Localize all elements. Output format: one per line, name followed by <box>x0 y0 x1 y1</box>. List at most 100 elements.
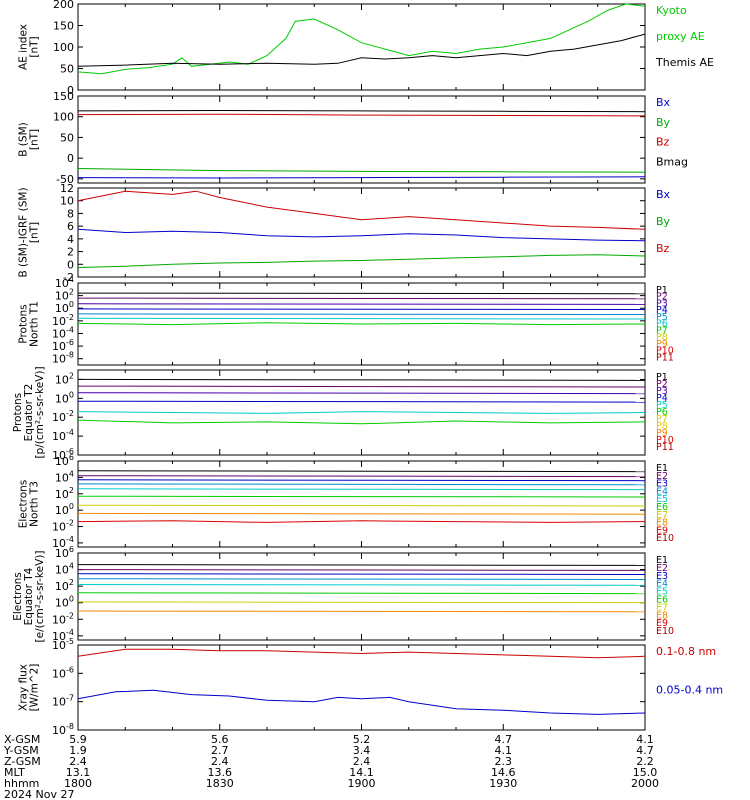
legend-label: E6 <box>656 595 668 606</box>
y-tick-label: 0 <box>67 258 74 271</box>
orbit-value: 4.7 <box>636 744 654 757</box>
orbit-footer: X-GSMY-GSMZ-GSMMLThhmm5.91.92.413.118005… <box>3 733 659 800</box>
series-line-p6 <box>77 317 646 320</box>
y-tick-label: 2 <box>67 246 74 259</box>
legend-label: P4 <box>656 305 668 316</box>
y-tick-label: 10-4 <box>52 535 74 550</box>
y-tick-label: 100 <box>55 300 74 315</box>
legend-label: E1 <box>656 463 668 474</box>
series-line-p6 <box>77 419 646 425</box>
series-line-p5 <box>77 313 646 315</box>
y-tick-label: 104 <box>55 562 74 577</box>
series-line-p5 <box>77 411 646 414</box>
y-tick-label: 106 <box>55 545 74 560</box>
y-tick-label: 0 <box>67 84 74 97</box>
legend-label: P11 <box>656 442 674 453</box>
y-tick-label: 10-6 <box>52 447 74 462</box>
legend-label: E7 <box>656 602 668 613</box>
y-axis-label: ProtonsNorth T1 <box>18 301 41 347</box>
y-tick-label: -2 <box>63 271 74 284</box>
legend-label: P11 <box>656 352 674 363</box>
y-tick-label: 10-2 <box>52 611 74 626</box>
orbit-value: 2.2 <box>636 755 654 768</box>
series-line-p3 <box>77 303 646 305</box>
orbit-value: 4.1 <box>495 744 513 757</box>
legend-label: E10 <box>656 533 674 544</box>
panel-xray: 10-5 10-6 10-7 10-8 Xray flux[W/m^2] 0.1-0.8 … <box>18 637 724 737</box>
orbit-value: 2000 <box>631 777 659 790</box>
orbit-value: 1900 <box>348 777 376 790</box>
y-axis-label: ElectronsEquator T4[e/(cm²-s-sr-keV)] <box>12 551 46 643</box>
orbit-row-label: MLT <box>4 766 25 779</box>
series-line-e8 <box>77 512 646 515</box>
orbit-row-label: Y-GSM <box>3 744 39 757</box>
legend-label: E5 <box>656 494 668 505</box>
y-tick-label: 8 <box>67 207 74 220</box>
y-axis-label: AE index[nT] <box>18 24 41 70</box>
panel-frame <box>77 644 646 731</box>
legend-label: E8 <box>656 518 668 529</box>
y-tick-label: 102 <box>55 371 74 386</box>
orbit-value: 4.7 <box>495 733 513 746</box>
series-line-p3 <box>77 392 646 395</box>
y-tick-label: 100 <box>55 595 74 610</box>
legend-label: 0.1-0.8 nm <box>656 645 716 658</box>
legend-label: E1 <box>656 555 668 566</box>
legend-label: E9 <box>656 525 668 536</box>
legend-label: P9 <box>656 428 668 439</box>
y-tick-label: 150 <box>53 20 74 33</box>
legend-label: P1 <box>656 372 668 383</box>
y-axis-label: B (SM)[nT] <box>18 122 41 156</box>
series-line-e7 <box>77 504 646 507</box>
series-line-p2 <box>77 385 646 388</box>
series-line-e6 <box>77 592 646 595</box>
series-line-e4 <box>77 483 646 486</box>
orbit-value: 15.0 <box>633 766 658 779</box>
legend-label: E6 <box>656 502 668 513</box>
series-line-e6 <box>77 495 646 498</box>
legend-label: P2 <box>656 292 668 303</box>
legend-label: Themis AE <box>655 56 714 69</box>
series-line-bz <box>77 190 646 230</box>
y-axis-label: ElectronsNorth T3 <box>18 480 41 529</box>
legend-label: E4 <box>656 579 668 590</box>
series-line-e1 <box>77 470 646 473</box>
y-tick-label: -50 <box>56 173 74 186</box>
legend-label: Bx <box>656 188 671 201</box>
y-tick-label: 100 <box>53 41 74 54</box>
orbit-value: 13.1 <box>66 766 91 779</box>
orbit-value: 5.9 <box>69 733 87 746</box>
legend-label: P2 <box>656 379 668 390</box>
date-label: 2024 Nov 27 <box>4 788 74 800</box>
panel-protons_e: 102 100 10-2 10-4 10-6 ProtonsEquator T2[p/(c… <box>12 366 674 462</box>
legend-label: P10 <box>656 435 674 446</box>
legend-label: Bmag <box>656 155 688 168</box>
legend-label: By <box>656 215 671 228</box>
legend-label: P3 <box>656 298 668 309</box>
panel-ae: 0 50 100 150 200 AE index[nT] Kyoto proxy AE The… <box>18 0 714 97</box>
legend-label: E5 <box>656 587 668 598</box>
series-line-p1 <box>77 292 646 295</box>
y-tick-label: 50 <box>60 63 74 76</box>
y-tick-label: 0 <box>67 152 74 165</box>
orbit-value: 2.3 <box>495 755 513 768</box>
legend-label: By <box>656 116 671 129</box>
legend-label: Bz <box>656 136 670 149</box>
series-line-e8 <box>77 610 646 613</box>
y-tick-label: 10-8 <box>52 351 74 366</box>
legend-label: E2 <box>656 471 668 482</box>
series-line-bx <box>77 228 646 242</box>
y-tick-label: 10-8 <box>52 722 74 737</box>
legend-label: Bx <box>656 96 671 109</box>
series-line-kyoto-proxy-ae <box>77 3 646 75</box>
orbit-value: 5.2 <box>353 733 371 746</box>
series-line-e2 <box>77 475 646 478</box>
y-tick-label: 10-7 <box>52 694 74 709</box>
legend-label: E4 <box>656 486 668 497</box>
y-tick-label: 104 <box>55 469 74 484</box>
series-line-e3 <box>77 573 646 575</box>
series-line-e7 <box>77 601 646 604</box>
series-line-by <box>77 254 646 268</box>
legend-label: P1 <box>656 285 668 296</box>
